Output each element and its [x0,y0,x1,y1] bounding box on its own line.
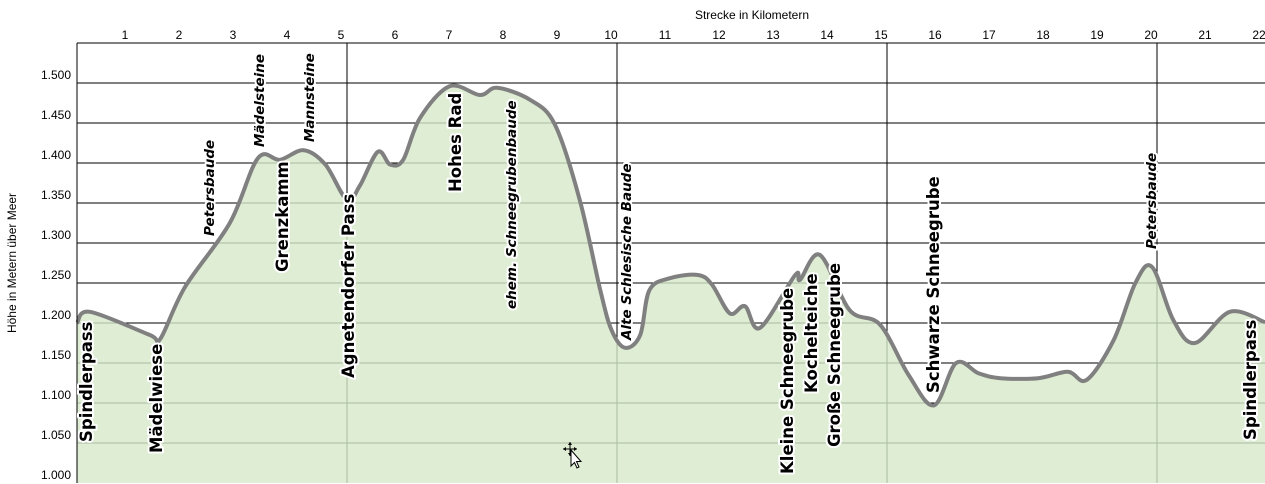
y-axis-title: Höhe in Metern über Meer [5,193,19,333]
x-tick-label: 14 [820,28,834,42]
x-tick-label: 6 [392,28,399,42]
y-tick-label: 1.150 [41,348,71,362]
y-tick-label: 1.000 [41,468,71,482]
y-tick-label: 1.250 [41,268,71,282]
y-tick-label: 1.200 [41,308,71,322]
waypoint-label: Petersbaude [1144,153,1160,249]
x-tick-label: 4 [284,28,291,42]
x-tick-label: 9 [554,28,561,42]
x-tick-label: 15 [874,28,888,42]
profile-line [75,83,1265,408]
waypoint-label: Mannsteine [302,53,318,142]
waypoint-label: Grenzkamm [273,161,292,272]
waypoint-label: Petersbaude [202,140,218,236]
y-tick-label: 1.100 [41,388,71,402]
waypoint-label: Große Schneegrube [825,263,844,447]
x-tick-label: 10 [604,28,618,42]
waypoint-label: Schwarze Schneegrube [924,176,943,393]
x-tick-label: 12 [712,28,726,42]
x-tick-label: 21 [1198,28,1212,42]
x-tick-label: 7 [446,28,453,42]
y-tick-label: 1.300 [41,228,71,242]
x-axis-title: Strecke in Kilometern [695,8,809,22]
waypoint-label: Alte Schlesische Baude [619,163,635,341]
profile-area-fill [77,85,1265,484]
x-tick-label: 17 [982,28,996,42]
waypoint-label: Spindlerpass [1241,319,1260,440]
x-tick-label: 8 [500,28,507,42]
y-tick-label: 1.350 [41,188,71,202]
move-cursor-icon [563,442,583,469]
x-tick-label: 13 [766,28,780,42]
x-tick-label: 19 [1090,28,1104,42]
waypoint-label: Agnetendorfer Pass [339,194,358,378]
y-tick-label: 1.400 [41,148,71,162]
y-tick-label: 1.500 [41,68,71,82]
y-tick-label: 1.450 [41,108,71,122]
waypoint-label: Kochelteiche [802,273,821,393]
x-tick-label: 16 [928,28,942,42]
y-tick-label: 1.050 [41,428,71,442]
x-tick-label: 2 [176,28,183,42]
waypoint-label: Kleine Schneegrube [778,288,797,474]
waypoint-label: ehem. Schneegrubenbaude [504,100,520,309]
x-tick-label: 3 [230,28,237,42]
waypoint-label: Spindlerpass [77,321,96,442]
x-tick-label: 1 [122,28,129,42]
waypoint-label: Hohes Rad [446,93,465,192]
waypoint-label: Mädelwiese [147,344,166,453]
x-tick-label: 5 [338,28,345,42]
x-tick-label: 20 [1144,28,1158,42]
waypoint-label: Mädelsteine [252,54,268,147]
x-tick-label: 22 [1252,28,1265,42]
x-tick-label: 18 [1036,28,1050,42]
x-tick-label: 11 [659,28,672,42]
